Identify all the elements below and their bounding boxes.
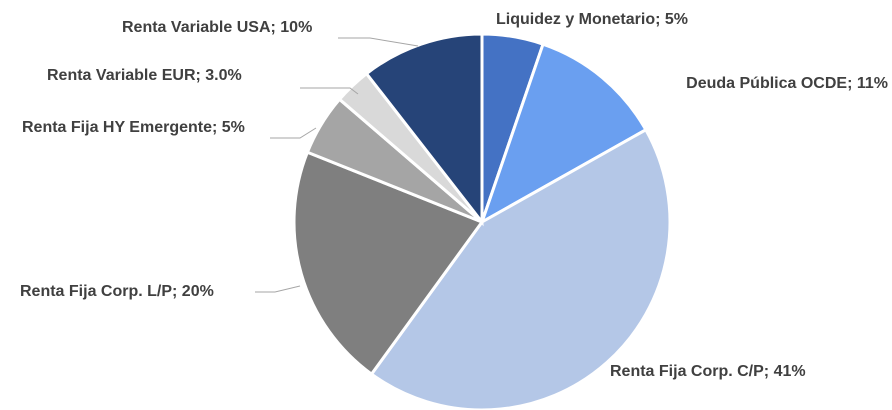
slices bbox=[292, 32, 672, 410]
value-label: 20% bbox=[182, 283, 214, 300]
leader-line bbox=[255, 285, 301, 293]
data-label: Renta Fija Corp. C/P; 41% bbox=[610, 363, 806, 380]
value-label: 5% bbox=[222, 119, 245, 136]
value-label: 5% bbox=[665, 11, 688, 28]
label-separator: ; bbox=[655, 11, 665, 28]
leader-lines bbox=[255, 37, 419, 293]
label-separator: ; bbox=[271, 19, 281, 36]
value-label: 3.0% bbox=[205, 67, 241, 84]
label-separator: ; bbox=[764, 363, 774, 380]
data-label: Renta Variable USA; 10% bbox=[122, 19, 312, 36]
data-label: Deuda Pública OCDE; 11% bbox=[686, 75, 888, 92]
label-separator: ; bbox=[172, 283, 182, 300]
leader-line bbox=[300, 87, 359, 95]
category-label: Liquidez y Monetario bbox=[496, 11, 655, 28]
pie-slice bbox=[292, 150, 485, 377]
pie-slice bbox=[369, 127, 672, 410]
label-separator: ; bbox=[196, 67, 206, 84]
category-label: Renta Variable EUR bbox=[47, 67, 196, 84]
value-label: 10% bbox=[280, 19, 312, 36]
value-label: 11% bbox=[857, 75, 888, 92]
category-label: Deuda Pública OCDE bbox=[686, 75, 847, 92]
label-separator: ; bbox=[212, 119, 222, 136]
pie-slice bbox=[364, 32, 484, 227]
category-label: Renta Fija Corp. C/P bbox=[610, 363, 764, 380]
category-label: Renta Fija HY Emergente bbox=[22, 119, 212, 136]
data-label: Renta Fija Corp. L/P; 20% bbox=[20, 283, 214, 300]
category-label: Renta Variable USA bbox=[122, 19, 271, 36]
leader-line bbox=[338, 37, 419, 47]
value-label: 41% bbox=[774, 363, 806, 380]
leader-line bbox=[270, 127, 317, 139]
data-label: Renta Fija HY Emergente; 5% bbox=[22, 119, 245, 136]
pie-slice bbox=[479, 42, 648, 226]
label-separator: ; bbox=[847, 75, 857, 92]
data-label: Liquidez y Monetario; 5% bbox=[496, 11, 688, 28]
category-label: Renta Fija Corp. L/P bbox=[20, 283, 172, 300]
data-label: Renta Variable EUR; 3.0% bbox=[47, 67, 242, 84]
